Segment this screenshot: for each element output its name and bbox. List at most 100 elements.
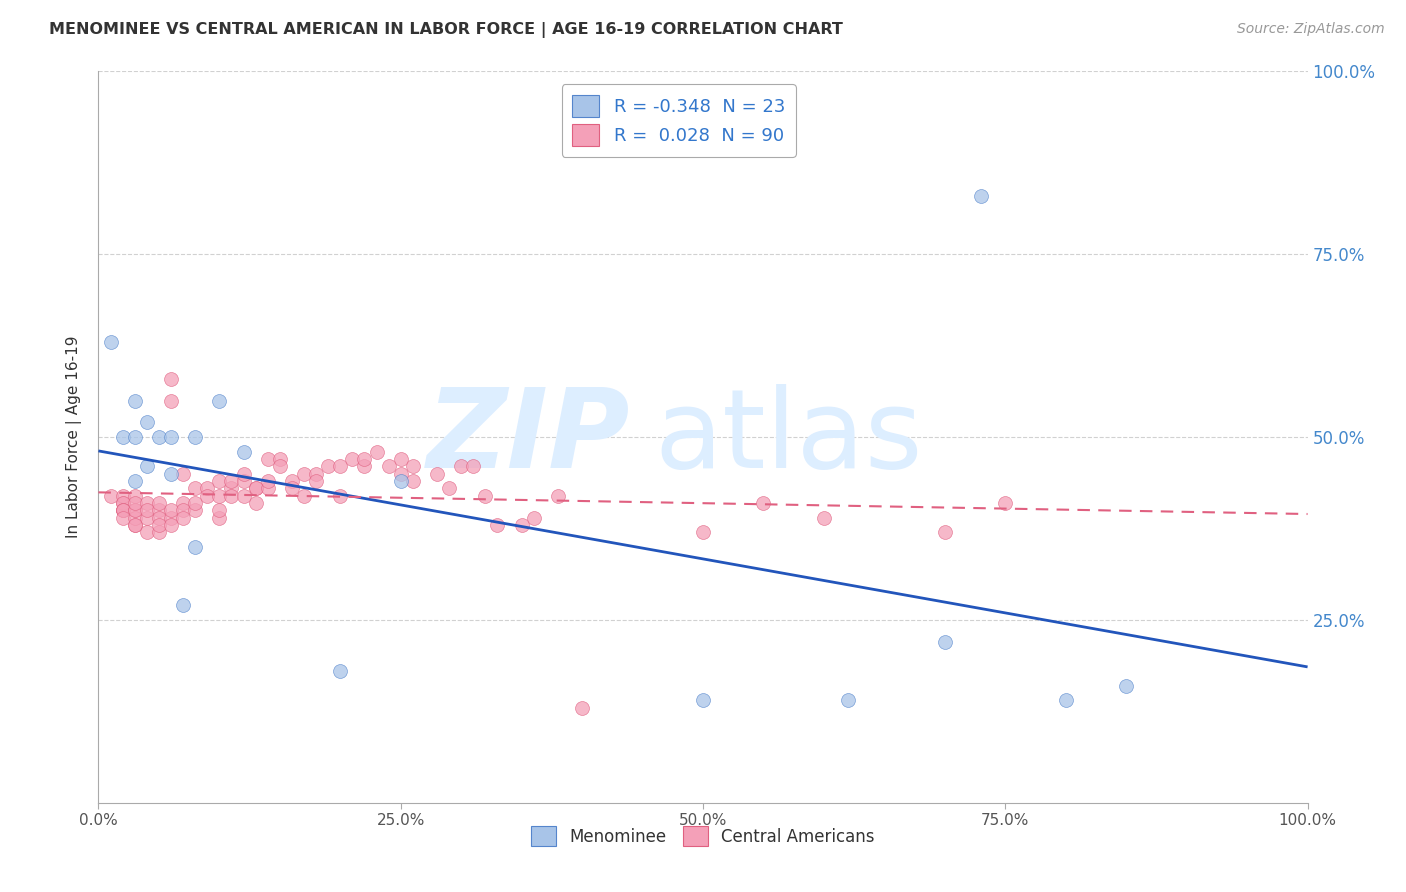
Point — [208, 474, 231, 488]
Point — [111, 503, 134, 517]
Point — [160, 393, 183, 408]
Point — [245, 496, 267, 510]
Point — [837, 693, 859, 707]
Point — [692, 525, 714, 540]
Point — [486, 517, 509, 532]
Point — [366, 444, 388, 458]
Point — [245, 481, 267, 495]
Point — [184, 540, 207, 554]
Point — [232, 489, 254, 503]
Point — [510, 517, 533, 532]
Point — [124, 517, 146, 532]
Point — [426, 467, 449, 481]
Point — [160, 430, 183, 444]
Point — [269, 459, 291, 474]
Point — [160, 517, 183, 532]
Point — [208, 510, 231, 524]
Point — [100, 334, 122, 349]
Text: atlas: atlas — [655, 384, 924, 491]
Point — [148, 430, 170, 444]
Point — [172, 510, 194, 524]
Point — [148, 525, 170, 540]
Point — [269, 452, 291, 467]
Point — [221, 474, 243, 488]
Point — [184, 496, 207, 510]
Point — [160, 371, 183, 385]
Point — [195, 489, 218, 503]
Point — [752, 496, 775, 510]
Legend: Menominee, Central Americans: Menominee, Central Americans — [524, 820, 882, 853]
Point — [571, 700, 593, 714]
Point — [232, 474, 254, 488]
Point — [292, 489, 315, 503]
Point — [184, 503, 207, 517]
Point — [402, 459, 425, 474]
Point — [160, 510, 183, 524]
Point — [547, 489, 569, 503]
Point — [111, 496, 134, 510]
Point — [329, 664, 352, 678]
Point — [221, 489, 243, 503]
Point — [934, 635, 956, 649]
Point — [111, 430, 134, 444]
Point — [474, 489, 496, 503]
Point — [934, 525, 956, 540]
Point — [281, 481, 304, 495]
Point — [523, 510, 546, 524]
Y-axis label: In Labor Force | Age 16-19: In Labor Force | Age 16-19 — [66, 335, 83, 539]
Point — [184, 430, 207, 444]
Point — [111, 496, 134, 510]
Point — [389, 467, 412, 481]
Point — [135, 503, 157, 517]
Point — [148, 496, 170, 510]
Point — [437, 481, 460, 495]
Point — [100, 489, 122, 503]
Point — [208, 503, 231, 517]
Point — [281, 474, 304, 488]
Point — [1054, 693, 1077, 707]
Point — [329, 489, 352, 503]
Text: MENOMINEE VS CENTRAL AMERICAN IN LABOR FORCE | AGE 16-19 CORRELATION CHART: MENOMINEE VS CENTRAL AMERICAN IN LABOR F… — [49, 22, 844, 38]
Point — [124, 503, 146, 517]
Point — [172, 599, 194, 613]
Point — [389, 474, 412, 488]
Point — [353, 459, 375, 474]
Point — [208, 393, 231, 408]
Point — [305, 474, 328, 488]
Point — [353, 452, 375, 467]
Point — [450, 459, 472, 474]
Point — [316, 459, 339, 474]
Point — [148, 510, 170, 524]
Point — [232, 467, 254, 481]
Point — [172, 496, 194, 510]
Point — [111, 510, 134, 524]
Point — [135, 416, 157, 430]
Point — [813, 510, 835, 524]
Point — [256, 452, 278, 467]
Point — [124, 393, 146, 408]
Point — [124, 503, 146, 517]
Point — [135, 459, 157, 474]
Point — [221, 481, 243, 495]
Point — [160, 503, 183, 517]
Point — [994, 496, 1017, 510]
Point — [124, 489, 146, 503]
Point — [377, 459, 399, 474]
Point — [292, 467, 315, 481]
Point — [172, 503, 194, 517]
Point — [970, 188, 993, 202]
Point — [148, 503, 170, 517]
Point — [256, 474, 278, 488]
Point — [124, 474, 146, 488]
Point — [135, 496, 157, 510]
Point — [329, 459, 352, 474]
Point — [305, 467, 328, 481]
Point — [111, 503, 134, 517]
Point — [232, 444, 254, 458]
Point — [208, 489, 231, 503]
Point — [111, 503, 134, 517]
Point — [135, 510, 157, 524]
Point — [1115, 679, 1137, 693]
Point — [389, 452, 412, 467]
Point — [124, 517, 146, 532]
